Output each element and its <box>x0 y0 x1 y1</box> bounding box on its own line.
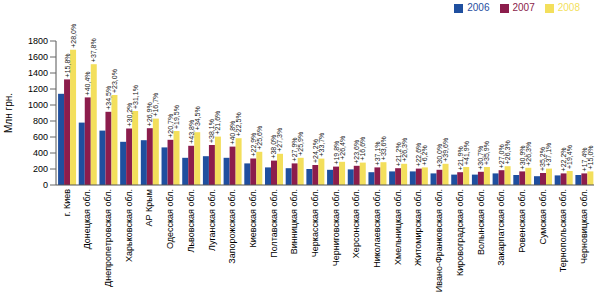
svg-text:Киевская обл.: Киевская обл. <box>248 189 258 247</box>
svg-text:400: 400 <box>33 148 48 158</box>
svg-text:200: 200 <box>33 164 48 174</box>
svg-text:АР Крым: АР Крым <box>145 189 155 226</box>
svg-text:+19,5%: +19,5% <box>173 105 180 129</box>
svg-text:+35,9%: +35,9% <box>483 141 490 165</box>
svg-text:Донецкая обл.: Донецкая обл. <box>82 189 92 249</box>
svg-text:Винницкая обл.: Винницкая обл. <box>289 189 299 254</box>
svg-text:+37,1%: +37,1% <box>545 143 552 167</box>
svg-text:+43,8%: +43,8% <box>187 119 195 144</box>
svg-text:+25,6%: +25,6% <box>256 126 263 150</box>
svg-text:+26,9%: +26,9% <box>146 102 154 127</box>
svg-text:+19,8%: +19,8% <box>332 140 340 165</box>
svg-text:+6,2%: +6,2% <box>421 145 428 165</box>
svg-text:+27,9%: +27,9% <box>291 137 299 162</box>
svg-text:Львовская обл.: Львовская обл. <box>186 189 196 252</box>
svg-text:Херсонская обл.: Херсонская обл. <box>351 189 361 258</box>
svg-text:+24,2%: +24,2% <box>311 139 319 163</box>
svg-text:Днепропетровская обл.: Днепропетровская обл. <box>103 189 113 287</box>
svg-text:+17,4%: +17,4% <box>580 147 588 172</box>
svg-text:+40,4%: +40,4% <box>84 71 91 95</box>
svg-text:+30,7%: +30,7% <box>477 145 485 170</box>
svg-text:+20,7%: +20,7% <box>167 113 174 138</box>
svg-text:Харьковская обл.: Харьковская обл. <box>124 189 134 262</box>
svg-text:+37,1%: +37,1% <box>374 141 381 166</box>
svg-text:Ровенская обл.: Ровенская обл. <box>517 189 527 253</box>
svg-text:+40,8%: +40,8% <box>229 120 237 145</box>
svg-text:+34,5%: +34,5% <box>194 106 201 130</box>
svg-text:+19,4%: +19,4% <box>566 145 573 169</box>
svg-text:+34,5%: +34,5% <box>105 85 112 110</box>
svg-text:+41,9%: +41,9% <box>463 141 470 165</box>
html-text:2008: 2008 <box>557 2 580 13</box>
svg-text:Закарпатская обл.: Закарпатская обл. <box>496 189 506 266</box>
svg-text:+38,1%: +38,1% <box>208 119 216 143</box>
svg-text:1400: 1400 <box>28 68 48 78</box>
svg-text:+22,9%: +22,9% <box>249 132 257 157</box>
svg-text:Млн грн.: Млн грн. <box>8 93 14 133</box>
svg-text:+15,8%: +15,8% <box>64 53 71 77</box>
svg-text:Сумская обл.: Сумская обл. <box>538 189 548 245</box>
svg-text:+37,8%: +37,8% <box>90 38 97 62</box>
svg-text:Одесская обл.: Одесская обл. <box>165 189 175 249</box>
svg-text:+16,7%: +16,7% <box>152 93 159 117</box>
svg-text:Ивано-Франковская обл.: Ивано-Франковская обл. <box>434 189 444 292</box>
svg-text:+27,0%: +27,0% <box>498 144 506 169</box>
svg-text:Луганская обл.: Луганская обл. <box>207 189 217 251</box>
svg-text:+25,9%: +25,9% <box>297 132 304 156</box>
svg-text:+21,9%: +21,9% <box>456 146 464 171</box>
svg-text:Черкасская обл.: Черкасская обл. <box>310 189 320 257</box>
svg-text:+35,2%: +35,2% <box>539 147 547 171</box>
svg-text:+26,3%: +26,3% <box>525 142 532 166</box>
html-text:2006: 2006 <box>467 2 490 13</box>
svg-text:+38,0%: +38,0% <box>270 134 278 159</box>
svg-text:+22,2%: +22,2% <box>560 147 568 172</box>
svg-text:г. Киев: г. Киев <box>62 189 72 216</box>
svg-text:+15,0%: +15,0% <box>587 145 592 169</box>
svg-text:+23,6%: +23,6% <box>353 139 361 164</box>
svg-text:1000: 1000 <box>28 100 48 110</box>
svg-text:1600: 1600 <box>28 52 48 62</box>
svg-text:+28,0%: +28,0% <box>70 24 77 48</box>
svg-text:Кировоградская обл.: Кировоградская обл. <box>455 189 465 276</box>
svg-text:+23,0%: +23,0% <box>111 69 118 93</box>
svg-text:+22,6%: +22,6% <box>415 142 423 167</box>
svg-text:+33,6%: +33,6% <box>380 136 387 160</box>
svg-text:+30,2%: +30,2% <box>125 102 133 127</box>
svg-text:+26,3%: +26,3% <box>401 138 408 162</box>
svg-text:Тернопольская обл.: Тернопольская обл. <box>558 189 568 272</box>
svg-text:+26,3%: +26,3% <box>504 140 511 164</box>
svg-text:Черновицкая обл.: Черновицкая обл. <box>579 189 589 264</box>
svg-text:+26,4%: +26,4% <box>339 136 346 160</box>
svg-text:0: 0 <box>43 180 48 190</box>
svg-text:Николаевская обл.: Николаевская обл. <box>372 189 382 268</box>
svg-text:800: 800 <box>33 116 48 126</box>
svg-text:+22,5%: +22,5% <box>235 112 242 136</box>
svg-text:+21,6%: +21,6% <box>214 111 221 135</box>
svg-text:+30,0%: +30,0% <box>436 143 443 168</box>
svg-text:+31,1%: +31,1% <box>132 85 139 109</box>
svg-text:+16,6%: +16,6% <box>359 137 366 161</box>
svg-text:Черниговская обл.: Черниговская обл. <box>331 189 341 266</box>
svg-text:+30,9%: +30,9% <box>518 145 526 170</box>
svg-text:1200: 1200 <box>28 84 48 94</box>
svg-text:Хмельницкая обл.: Хмельницкая обл. <box>393 189 403 265</box>
svg-text:+27,3%: +27,3% <box>276 128 283 152</box>
svg-text:Житомирская обл.: Житомирская обл. <box>414 189 424 266</box>
svg-text:+39,6%: +39,6% <box>442 138 449 162</box>
svg-text:600: 600 <box>33 132 48 142</box>
svg-text:+21,2%: +21,2% <box>394 142 402 167</box>
svg-text:Полтавская обл.: Полтавская обл. <box>269 189 279 258</box>
svg-text:+33,7%: +33,7% <box>318 133 325 157</box>
svg-text:Волынская обл.: Волынская обл. <box>476 189 486 255</box>
html-text:2007: 2007 <box>512 2 535 13</box>
svg-text:Запорожская обл.: Запорожская обл. <box>227 189 237 264</box>
svg-text:1800: 1800 <box>28 36 48 46</box>
